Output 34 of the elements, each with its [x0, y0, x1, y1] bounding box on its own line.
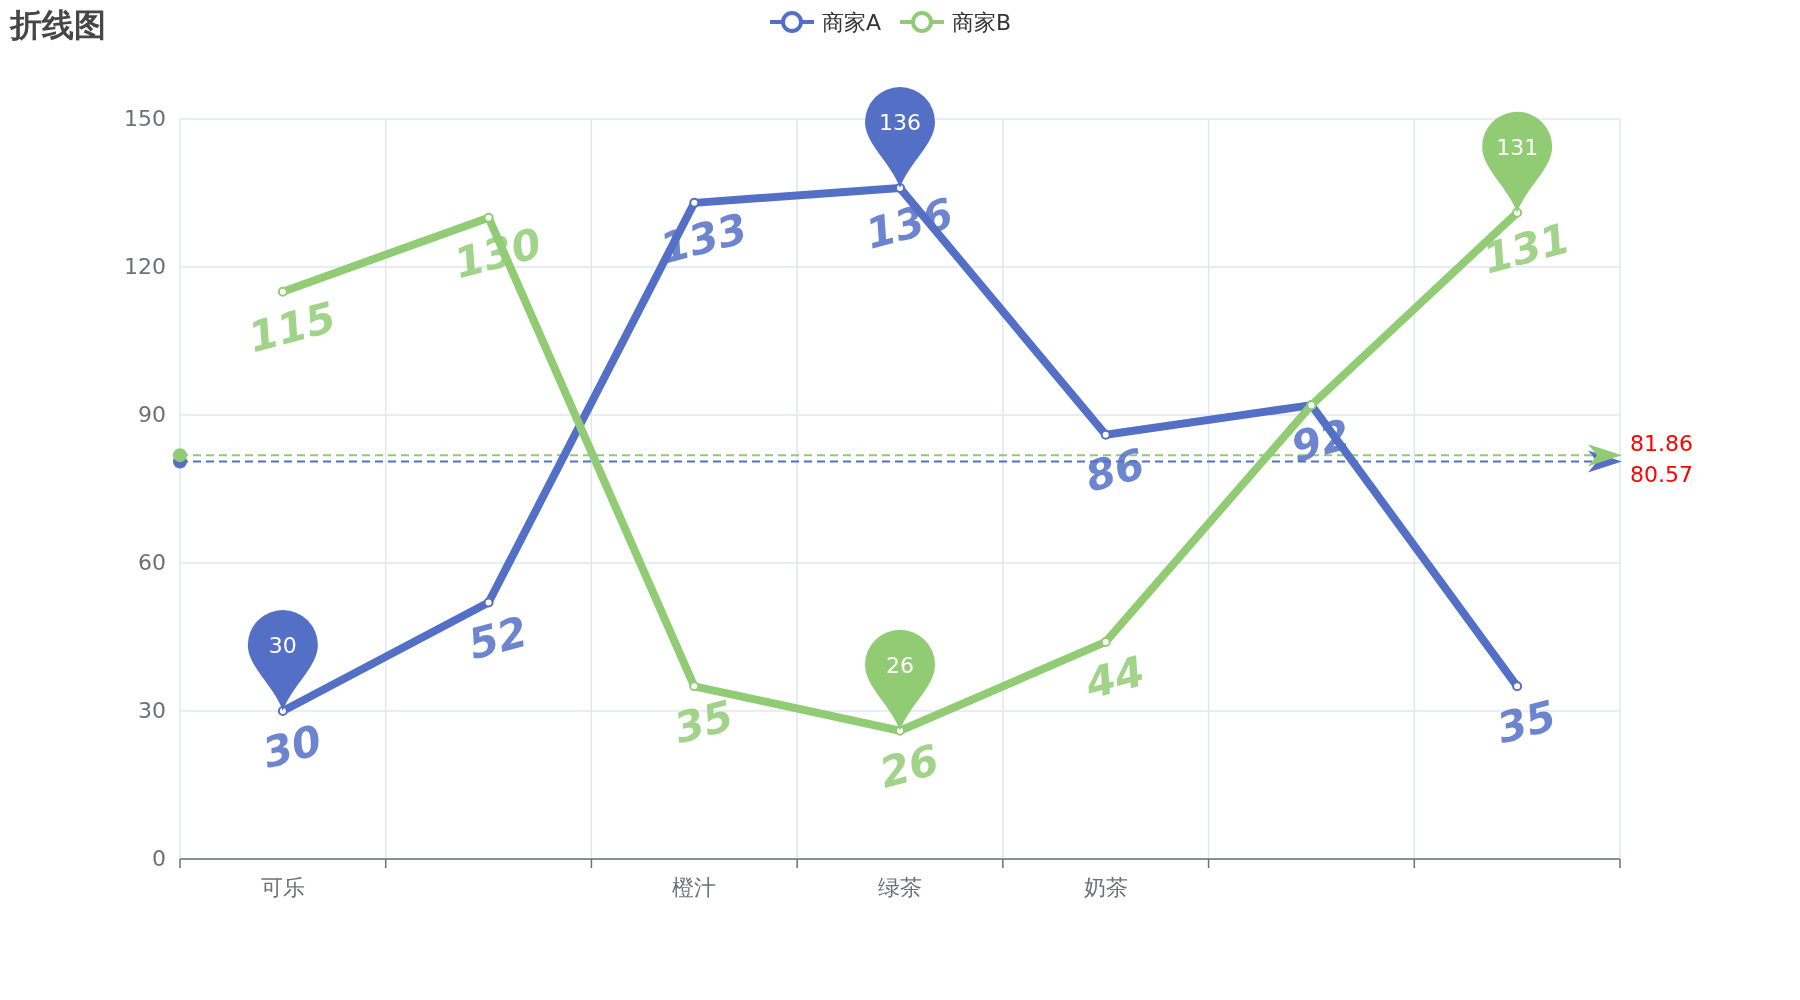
data-label: 35: [669, 690, 739, 754]
y-tick-label: 120: [124, 254, 166, 279]
x-tick-label: 绿茶: [878, 875, 922, 900]
data-label: 35: [1491, 690, 1562, 754]
data-label: 131: [1477, 213, 1576, 284]
y-tick-label: 90: [138, 402, 166, 427]
annotation: 136: [879, 110, 921, 136]
data-label: 115: [243, 292, 341, 363]
point: [1100, 636, 1111, 647]
ref-line-label: 80.57: [1630, 461, 1693, 487]
ref-line-label: 81.86: [1630, 431, 1693, 457]
x-tick-label: 可乐: [260, 875, 305, 900]
data-label: 52: [463, 606, 533, 670]
point: [483, 597, 494, 608]
y-tick-label: 0: [152, 846, 166, 871]
y-tick-label: 150: [124, 106, 166, 131]
annotation: 131: [1496, 134, 1539, 160]
point: [1100, 429, 1111, 440]
data-label: 44: [1079, 646, 1150, 710]
legend-label: 商家B: [952, 10, 1012, 35]
chart-title: 折线图: [9, 6, 106, 44]
data-label: 30: [257, 715, 327, 778]
point: [1512, 681, 1523, 692]
data-label: 86: [1080, 439, 1150, 502]
annotation: 26: [886, 652, 914, 678]
point: [689, 681, 700, 692]
annotation: 30: [268, 633, 297, 658]
y-tick-label: 30: [138, 698, 166, 723]
x-tick-label: 橙汁: [672, 875, 717, 900]
data-label: 26: [874, 735, 944, 798]
legend-label: 商家A: [822, 10, 882, 35]
x-tick-label: 奶茶: [1083, 875, 1128, 900]
y-tick-label: 60: [138, 550, 166, 575]
point: [277, 286, 288, 297]
